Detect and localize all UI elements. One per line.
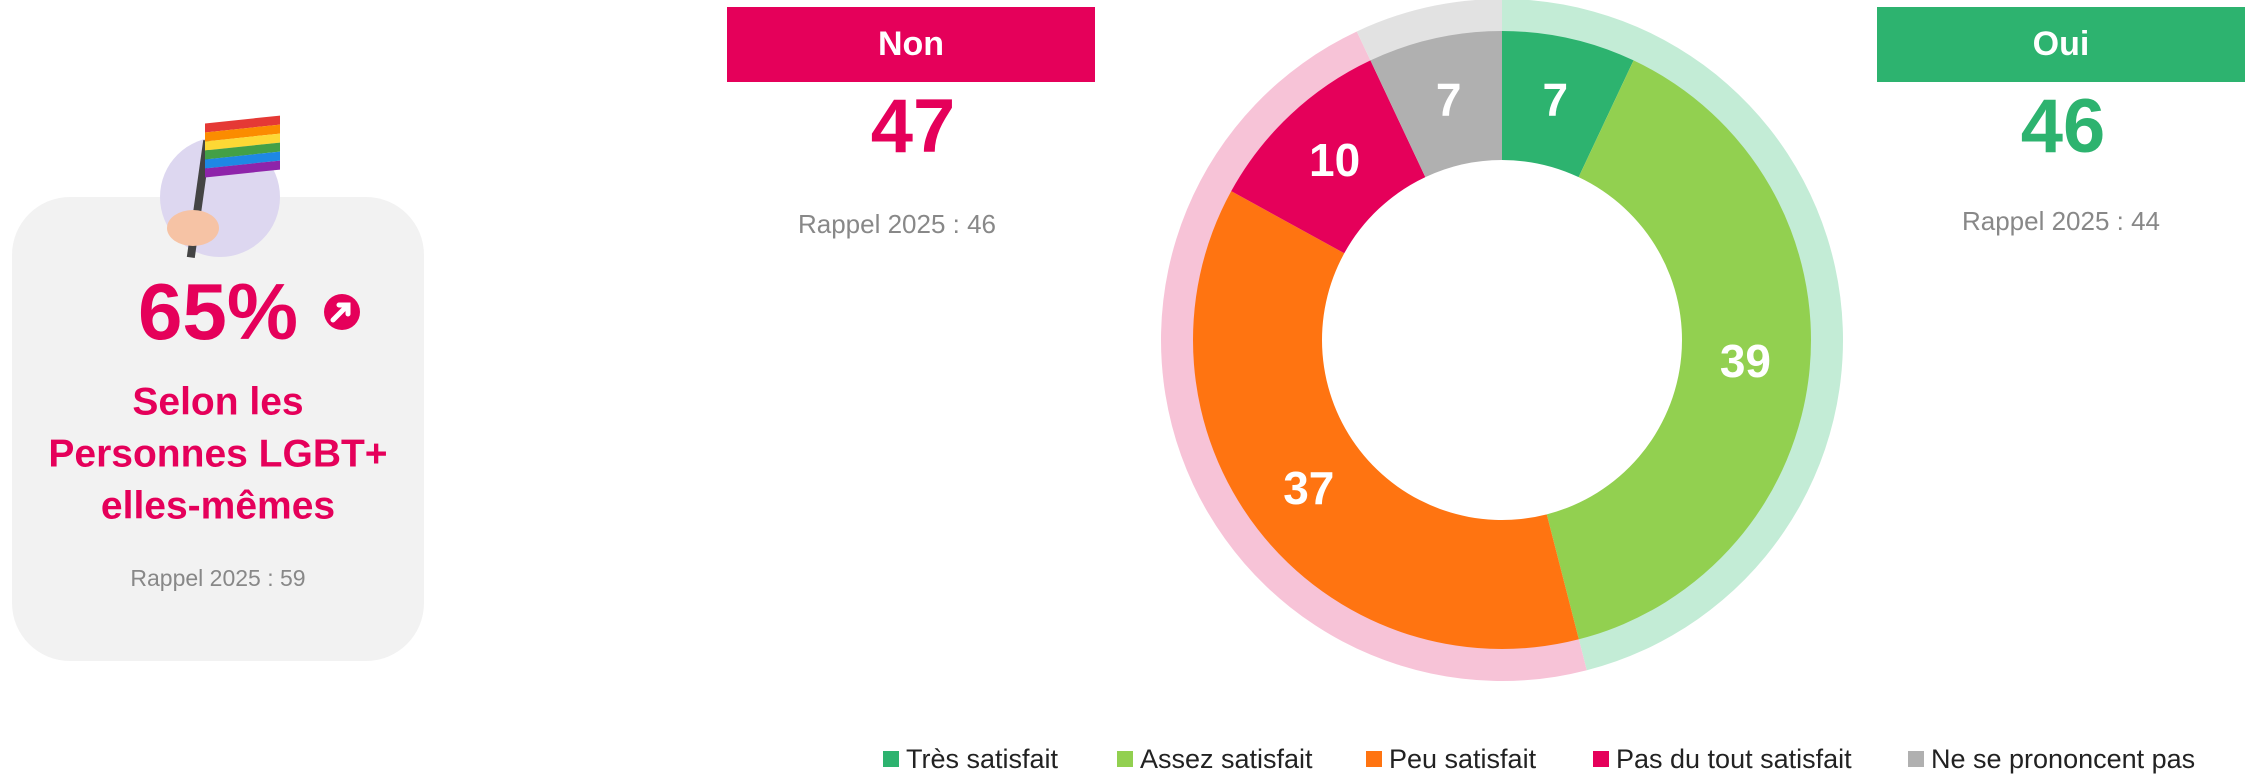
legend-label: Ne se prononcent pas [1931, 744, 2195, 774]
card-caption: elles-mêmes [101, 484, 335, 527]
data-label: 7 [1543, 74, 1569, 126]
legend-swatch [1593, 751, 1609, 767]
data-label: 39 [1720, 335, 1771, 387]
legend-swatch [1366, 751, 1382, 767]
legend-swatch [883, 751, 899, 767]
trend-icon [324, 294, 360, 330]
oui-label: Oui [2033, 25, 2090, 63]
oui-value: 46 [2021, 84, 2106, 169]
legend-label: Peu satisfait [1389, 744, 1537, 774]
page: { "card": { "value": "65%", "caption": [… [0, 0, 2254, 776]
non-value: 47 [871, 84, 956, 169]
card-value: 65% [138, 267, 298, 356]
flag-icon [160, 116, 280, 258]
card-recall: Rappel 2025 : 59 [130, 565, 305, 591]
legend-label: Très satisfait [906, 744, 1059, 774]
legend-swatch [1117, 751, 1133, 767]
donut-segment [1193, 191, 1579, 649]
data-label: 37 [1283, 462, 1334, 514]
card-caption: Personnes LGBT+ [48, 432, 387, 475]
oui-recall: Rappel 2025 : 44 [1962, 206, 2160, 236]
non-recall: Rappel 2025 : 46 [798, 209, 996, 239]
legend-swatch [1908, 751, 1924, 767]
legend-label: Pas du tout satisfait [1616, 744, 1852, 774]
screen: 65% Selon les Personnes LGBT+ elles-même… [0, 0, 2254, 776]
non-label: Non [878, 25, 944, 63]
data-label: 10 [1309, 134, 1360, 186]
card-caption: Selon les [132, 380, 303, 423]
data-label: 7 [1436, 74, 1462, 126]
donut-chart: 7 39 37 10 7 Très satisfait Assez satisfait Peu… [883, 0, 2195, 774]
legend-label: Assez satisfait [1140, 744, 1313, 774]
